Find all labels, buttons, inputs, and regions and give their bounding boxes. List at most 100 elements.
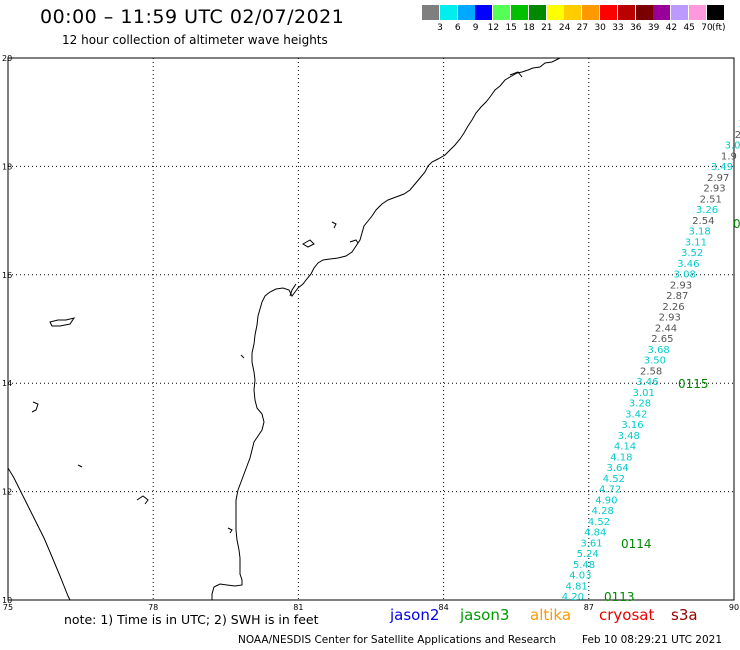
wave-height-value: 2.51 xyxy=(700,194,722,205)
axis-tick-labels: 75 78 81 84 87 90 20 18 16 14 12 10 xyxy=(2,54,739,612)
island-8 xyxy=(77,464,83,468)
legend-swatch xyxy=(546,5,564,20)
wave-height-value: 5.24 xyxy=(577,549,599,560)
wave-height-value: 4.90 xyxy=(595,495,617,506)
island-6 xyxy=(349,239,359,244)
wave-height-value: 2. xyxy=(735,130,740,141)
legend-swatch xyxy=(635,5,653,20)
latitude-tick-label: 16 xyxy=(2,271,12,280)
map-frame xyxy=(7,57,735,601)
latitude-tick-label: 12 xyxy=(2,488,12,497)
legend-label: 30 xyxy=(594,23,606,33)
longitude-tick-label: 75 xyxy=(3,603,13,612)
chart-subtitle: 12 hour collection of altimeter wave hei… xyxy=(62,33,328,47)
wave-height-value: 3.0 xyxy=(725,141,740,152)
longitude-tick-label: 78 xyxy=(148,603,158,612)
wave-height-value: 2.93 xyxy=(703,184,725,195)
legend-swatch xyxy=(564,5,582,20)
satellite-name-cryosat: cryosat xyxy=(599,606,655,624)
chart-title: 00:00 – 11:59 UTC 02/07/2021 xyxy=(40,6,345,28)
wave-height-value: 4.81 xyxy=(565,581,587,592)
wave-height-value: 2.97 xyxy=(707,173,729,184)
wave-height-value: 5.48 xyxy=(573,560,595,571)
island-4 xyxy=(302,239,315,248)
wave-height-value: 3.68 xyxy=(647,345,669,356)
longitude-tick-label: 81 xyxy=(293,603,303,612)
pass-time-label: 0115 xyxy=(678,377,709,391)
wave-height-value: 2.26 xyxy=(662,302,684,313)
legend-swatch xyxy=(475,5,493,20)
longitude-tick-label: 84 xyxy=(439,603,449,612)
island-2 xyxy=(31,401,39,413)
wave-height-value: 2.44 xyxy=(655,323,677,334)
wave-height-value: 2.58 xyxy=(640,366,662,377)
legend-swatch xyxy=(653,5,671,20)
satellite-name-jason3: jason3 xyxy=(460,606,510,624)
footnote: note: 1) Time is in UTC; 2) SWH is in fe… xyxy=(64,612,319,627)
wave-height-value: 3.64 xyxy=(606,463,628,474)
generation-timestamp: Feb 10 08:29:21 UTC 2021 xyxy=(582,634,722,646)
legend-swatch xyxy=(671,5,689,20)
wave-height-value: 4.18 xyxy=(610,452,632,463)
color-legend: (ft) 3 6 9 12 15 18 21 24 27 30 33 36 39 42 45 70 xyxy=(422,5,738,33)
satellite-name-altika: altika xyxy=(530,606,572,624)
wave-height-value: 1.9 xyxy=(721,151,737,162)
wave-height-value: 3.48 xyxy=(618,431,640,442)
legend-label: 36 xyxy=(630,23,642,33)
legend-swatch xyxy=(582,5,600,20)
legend-label: 15 xyxy=(505,23,517,33)
wave-height-value: 3.42 xyxy=(625,409,647,420)
wave-height-value: 3.52 xyxy=(681,248,703,259)
wave-height-value: 4.03 xyxy=(569,571,591,582)
latitude-tick-label: 14 xyxy=(2,379,12,388)
wave-height-value: 4.20 xyxy=(562,592,584,603)
legend-label: 39 xyxy=(647,23,660,33)
map-grid xyxy=(8,58,734,600)
legend-swatch xyxy=(617,5,635,20)
wave-height-value: 3.08 xyxy=(674,270,696,281)
wave-height-value: 3.11 xyxy=(685,237,707,248)
india-west-coastline xyxy=(7,467,71,601)
legend-swatch xyxy=(689,5,706,20)
altimeter-track: 3.2.3.01.93.492.972.932.513.262.543.183.… xyxy=(562,119,740,604)
wave-height-value: 2.65 xyxy=(651,334,673,345)
satellite-name-jason2: jason2 xyxy=(390,606,440,624)
legend-swatch xyxy=(493,5,511,20)
legend-label: 70 xyxy=(701,23,713,33)
credit-text: NOAA/NESDIS Center for Satellite Applica… xyxy=(238,634,556,646)
wave-height-value: 3.26 xyxy=(696,205,718,216)
wave-height-value: 4.52 xyxy=(603,474,625,485)
india-east-coastline xyxy=(211,57,561,600)
legend-swatch xyxy=(528,5,546,20)
legend-swatch xyxy=(706,5,724,20)
legend-swatch xyxy=(457,5,475,20)
wave-height-value: 2.87 xyxy=(666,291,688,302)
wave-height-value: 4.28 xyxy=(592,506,614,517)
legend-label: 3 xyxy=(437,23,443,33)
legend-label: 27 xyxy=(576,23,589,33)
latitude-tick-label: 18 xyxy=(2,162,12,171)
legend-unit: (ft) xyxy=(712,23,726,33)
island-10 xyxy=(509,71,523,78)
legend-swatch xyxy=(439,5,457,20)
wave-height-value: 3.46 xyxy=(636,377,658,388)
legend-label: 18 xyxy=(523,23,535,33)
wave-height-value: 4.52 xyxy=(588,517,610,528)
sri-lanka-mainland-hint xyxy=(289,283,297,297)
longitude-tick-label: 90 xyxy=(729,603,739,612)
wave-height-value: 3.16 xyxy=(621,420,643,431)
legend-label: 6 xyxy=(454,23,461,33)
wave-height-value: 3.28 xyxy=(629,399,651,410)
legend-swatch xyxy=(600,5,617,20)
wave-height-value: 2.93 xyxy=(659,313,681,324)
pass-time-label: 0114 xyxy=(621,537,652,551)
latitude-tick-label: 10 xyxy=(2,596,12,605)
satellite-name-s3a: s3a xyxy=(671,606,698,624)
wave-height-value: 3.18 xyxy=(688,227,710,238)
wave-height-value: 2.93 xyxy=(670,280,692,291)
wave-height-value: 3.50 xyxy=(644,356,666,367)
pass-time-label: 0113 xyxy=(604,590,635,604)
legend-label: 33 xyxy=(612,23,624,33)
latitude-tick-label: 20 xyxy=(2,54,12,63)
legend-label: 45 xyxy=(683,23,695,33)
